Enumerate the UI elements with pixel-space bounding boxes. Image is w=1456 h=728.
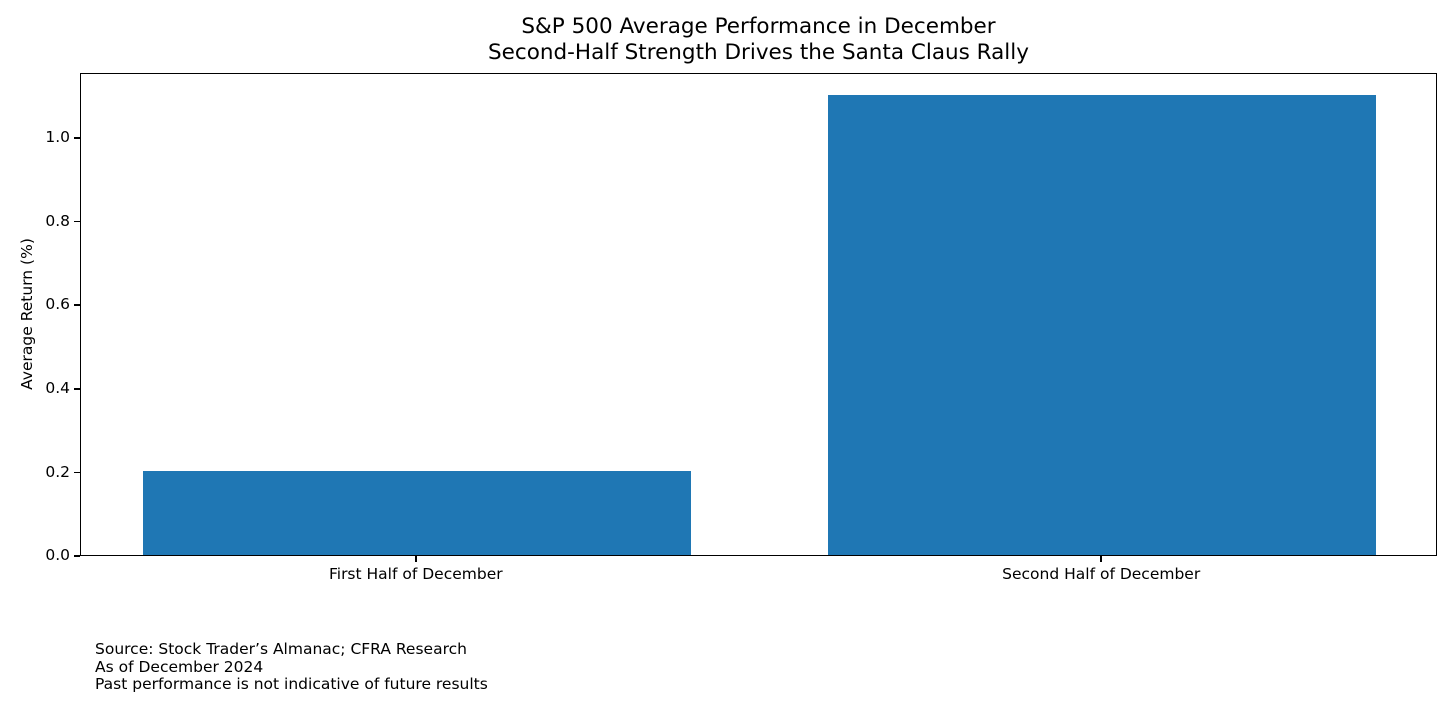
y-axis-label: Average Return (%) bbox=[18, 238, 36, 390]
y-tick-mark-0.6 bbox=[74, 304, 80, 306]
plot-area bbox=[80, 73, 1437, 556]
y-tick-label-0.2: 0.2 bbox=[45, 462, 70, 481]
x-tick-label-0: First Half of December bbox=[328, 565, 503, 583]
bar-1 bbox=[828, 95, 1377, 555]
x-tick-mark-0 bbox=[415, 556, 417, 562]
chart-title-line1: S&P 500 Average Performance in December bbox=[521, 14, 996, 39]
chart-title-line2: Second-Half Strength Drives the Santa Cl… bbox=[488, 40, 1029, 65]
y-tick-label-0.6: 0.6 bbox=[45, 295, 70, 314]
bar-0 bbox=[142, 471, 691, 555]
footnotes: Source: Stock Trader’s Almanac; CFRA Res… bbox=[95, 640, 488, 694]
x-tick-label-1: Second Half of December bbox=[1002, 565, 1201, 583]
footnote-asof: As of December 2024 bbox=[95, 657, 264, 676]
chart-title: S&P 500 Average Performance in December S… bbox=[80, 14, 1437, 66]
y-tick-label-1.0: 1.0 bbox=[45, 128, 70, 147]
x-tick-mark-1 bbox=[1100, 556, 1102, 562]
y-tick-label-0.8: 0.8 bbox=[45, 211, 70, 230]
y-tick-label-0.0: 0.0 bbox=[45, 546, 70, 565]
y-tick-mark-1.0 bbox=[74, 137, 80, 139]
y-tick-mark-0.4 bbox=[74, 388, 80, 390]
footnote-disclaimer: Past performance is not indicative of fu… bbox=[95, 675, 488, 694]
y-tick-label-0.4: 0.4 bbox=[45, 379, 70, 397]
y-tick-mark-0.2 bbox=[74, 471, 80, 474]
y-tick-mark-0.8 bbox=[74, 220, 80, 223]
footnote-source: Source: Stock Trader’s Almanac; CFRA Res… bbox=[95, 640, 467, 658]
y-tick-mark-0.0 bbox=[74, 555, 80, 557]
